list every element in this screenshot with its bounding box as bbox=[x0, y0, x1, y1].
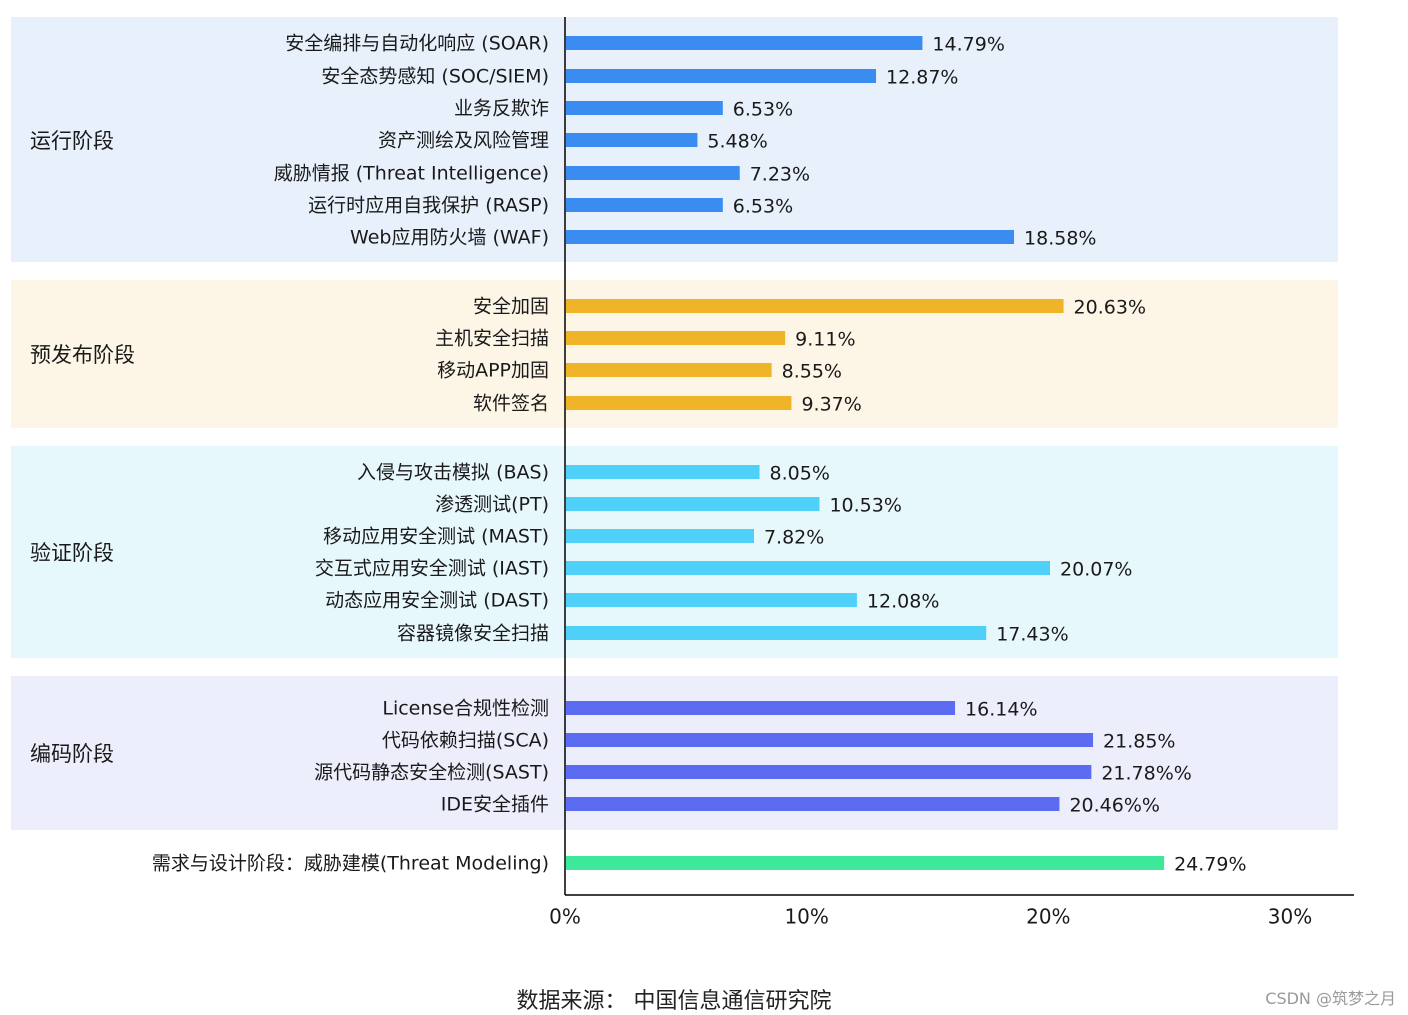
value-label: 24.79% bbox=[1174, 854, 1246, 876]
group-label: 运行阶段 bbox=[30, 129, 114, 153]
category-label: 容器镜像安全扫描 bbox=[397, 623, 549, 645]
group-label: 验证阶段 bbox=[30, 541, 114, 565]
category-label: Web应用防火墙 (WAF) bbox=[350, 227, 549, 249]
bar bbox=[566, 765, 1092, 779]
bar bbox=[566, 166, 740, 180]
bar bbox=[566, 101, 723, 115]
bar bbox=[566, 331, 786, 345]
category-label: 软件签名 bbox=[473, 393, 549, 415]
value-label: 18.58% bbox=[1024, 228, 1096, 250]
bar bbox=[566, 497, 820, 511]
category-label: 安全加固 bbox=[473, 296, 549, 318]
category-label: License合规性检测 bbox=[382, 698, 549, 720]
x-tick-label: 20% bbox=[1026, 905, 1070, 929]
bar bbox=[566, 701, 956, 715]
category-label: 动态应用安全测试 (DAST) bbox=[325, 590, 549, 612]
group-label: 预发布阶段 bbox=[30, 343, 135, 367]
value-label: 10.53% bbox=[829, 495, 901, 517]
group-label: 编码阶段 bbox=[30, 742, 114, 766]
value-label: 12.08% bbox=[867, 591, 939, 613]
category-label: 安全编排与自动化响应 (SOAR) bbox=[285, 33, 549, 55]
category-label: 业务反欺诈 bbox=[454, 98, 549, 120]
bar bbox=[566, 529, 754, 543]
bar bbox=[566, 299, 1064, 313]
x-tick-label: 10% bbox=[784, 905, 828, 929]
bar bbox=[566, 561, 1051, 575]
value-label: 6.53% bbox=[733, 99, 793, 121]
bar bbox=[566, 465, 760, 479]
category-label: 交互式应用安全测试 (IAST) bbox=[315, 558, 549, 580]
bar-chart: 运行阶段 安全编排与自动化响应 (SOAR) 14.79% 安全态势感知 (SOC/S… bbox=[11, 17, 1354, 929]
value-label: 8.05% bbox=[770, 463, 830, 485]
category-label: 威胁情报 (Threat Intelligence) bbox=[274, 163, 549, 185]
bar bbox=[566, 856, 1165, 870]
bar bbox=[566, 230, 1015, 244]
value-label: 20.07% bbox=[1060, 559, 1132, 581]
category-label: 主机安全扫描 bbox=[435, 328, 549, 350]
value-label: 20.46%% bbox=[1069, 795, 1160, 817]
value-label: 21.78%% bbox=[1101, 763, 1192, 785]
bar bbox=[566, 69, 877, 83]
watermark: CSDN @筑梦之月 bbox=[1265, 989, 1396, 1008]
category-label: 移动APP加固 bbox=[437, 360, 549, 382]
category-label: 代码依赖扫描(SCA) bbox=[382, 730, 549, 752]
x-tick-label: 30% bbox=[1268, 905, 1312, 929]
category-label: 资产测绘及风险管理 bbox=[378, 130, 549, 152]
bar bbox=[566, 198, 723, 212]
bar bbox=[566, 593, 857, 607]
group-background-2 bbox=[11, 446, 1338, 658]
category-label: 源代码静态安全检测(SAST) bbox=[314, 762, 549, 784]
value-label: 20.63% bbox=[1074, 297, 1146, 319]
bar bbox=[566, 797, 1060, 811]
value-label: 7.82% bbox=[764, 527, 824, 549]
value-label: 8.55% bbox=[782, 361, 842, 383]
bar bbox=[566, 626, 987, 640]
category-label: 安全态势感知 (SOC/SIEM) bbox=[321, 66, 549, 88]
category-label: 移动应用安全测试 (MAST) bbox=[323, 526, 549, 548]
x-tick-label: 0% bbox=[549, 905, 581, 929]
category-label: 运行时应用自我保护 (RASP) bbox=[308, 195, 549, 217]
bar bbox=[566, 133, 698, 147]
bar bbox=[566, 733, 1094, 747]
data-source-note: 数据来源： 中国信息通信研究院 bbox=[516, 989, 832, 1014]
value-label: 9.11% bbox=[795, 329, 855, 351]
value-label: 21.85% bbox=[1103, 731, 1175, 753]
category-label: IDE安全插件 bbox=[441, 794, 549, 816]
bar bbox=[566, 36, 923, 50]
bar bbox=[566, 396, 792, 410]
category-label: 入侵与攻击模拟 (BAS) bbox=[357, 462, 549, 484]
category-label: 需求与设计阶段：威胁建模(Threat Modeling) bbox=[152, 853, 549, 875]
bar bbox=[566, 363, 772, 377]
value-label: 6.53% bbox=[733, 196, 793, 218]
value-label: 14.79% bbox=[932, 34, 1004, 56]
value-label: 9.37% bbox=[801, 394, 861, 416]
value-label: 12.87% bbox=[886, 67, 958, 89]
value-label: 7.23% bbox=[750, 164, 810, 186]
value-label: 5.48% bbox=[707, 131, 767, 153]
category-label: 渗透测试(PT) bbox=[435, 494, 549, 516]
value-label: 16.14% bbox=[965, 699, 1037, 721]
value-label: 17.43% bbox=[996, 624, 1068, 646]
